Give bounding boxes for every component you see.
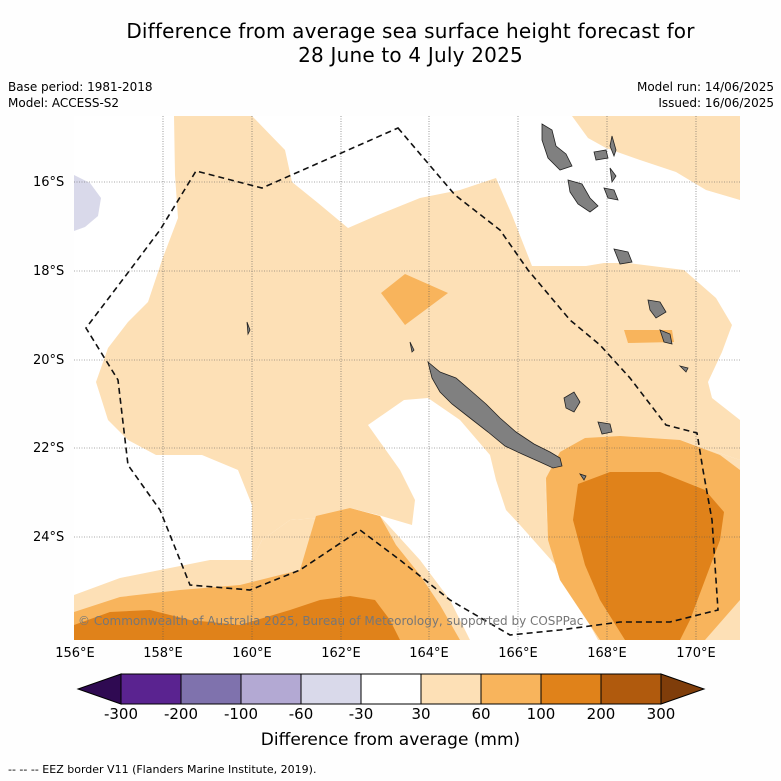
eez-footnote: -- -- -- EEZ border V11 (Flanders Marine… (8, 763, 317, 776)
anomaly-region-100-200-east (573, 472, 724, 640)
chesterfield-islet (246, 321, 251, 336)
colorbar-tick-2: -200 (163, 705, 199, 723)
colorbar-tick-4: -60 (288, 705, 314, 723)
colorbar-segment (420, 673, 482, 705)
lon-label-164e: 164°E (409, 646, 449, 661)
issued-text: Issued: 16/06/2025 (658, 96, 774, 110)
vanuatu-efate (613, 248, 633, 265)
anomaly-region-60-100-a (381, 274, 448, 325)
eez-boundary (85, 127, 719, 636)
lat-label-18s: 18°S (33, 264, 65, 279)
colorbar-tick-10: 300 (646, 705, 676, 723)
lat-label-16s: 16°S (33, 175, 65, 190)
lat-label-22s: 22°S (33, 441, 65, 456)
vanuatu-ambrym (609, 167, 617, 184)
vanuatu-malakula (567, 179, 599, 213)
colorbar-tick-3: -100 (223, 705, 259, 723)
map-svg (74, 116, 740, 640)
colorbar-tick-5: -30 (348, 705, 374, 723)
lon-label-160e: 160°E (232, 646, 272, 661)
copyright-notice: © Commonwealth of Australia 2025, Bureau… (78, 614, 584, 628)
lat-label-20s: 20°S (33, 353, 65, 368)
colorbar-tick-6: 30 (411, 705, 431, 723)
colorbar-segment (360, 673, 422, 705)
meta-right: Model run: 14/06/2025 Issued: 16/06/2025 (637, 79, 774, 111)
vanuatu-tanna (659, 329, 673, 345)
vanuatu-maewo (609, 135, 617, 158)
colorbar (76, 673, 706, 709)
vanuatu-erromango (647, 299, 667, 319)
colorbar-svg (76, 673, 706, 705)
colorbar-tick-1: -300 (103, 705, 139, 723)
colorbar-segment (480, 673, 542, 705)
colorbar-over-arrow (660, 673, 706, 705)
base-period-text: Base period: 1981-2018 (8, 80, 153, 94)
colorbar-segment (240, 673, 302, 705)
lat-label-24s: 24°S (33, 530, 65, 545)
vanuatu-small-islands-a (603, 187, 619, 201)
loyalty-island-mare (597, 421, 613, 435)
colorbar-tick-9: 200 (586, 705, 616, 723)
landmasses (246, 123, 689, 481)
lon-label-170e: 170°E (676, 646, 716, 661)
colorbar-tick-8: 100 (526, 705, 556, 723)
lon-label-162e: 162°E (321, 646, 361, 661)
colorbar-segment (600, 673, 662, 705)
vanuatu-small-islands-b (593, 149, 609, 161)
loyalty-island-lifou (563, 391, 581, 413)
model-run-text: Model run: 14/06/2025 (636, 80, 774, 94)
title-line-1: Difference from average sea surface heig… (126, 19, 695, 43)
colorbar-segment (180, 673, 242, 705)
colorbar-under-arrow (76, 673, 122, 705)
lon-label-156e: 156°E (55, 646, 95, 661)
colorbar-segment (120, 673, 182, 705)
title-line-2: 28 June to 4 July 2025 (298, 43, 523, 67)
anomaly-region-30-60 (96, 116, 740, 640)
map-title: Difference from average sea surface heig… (0, 19, 781, 67)
colorbar-segment (540, 673, 602, 705)
anomaly-region-100-200-south (74, 596, 400, 640)
lon-label-166e: 166°E (498, 646, 538, 661)
graticule (74, 116, 740, 640)
vanuatu-espiritu-santo (541, 123, 573, 171)
colorbar-tick-7: 60 (471, 705, 491, 723)
anomaly-region-30-60-top-right (572, 116, 740, 200)
new-caledonia-island (427, 360, 563, 469)
lon-label-168e: 168°E (587, 646, 627, 661)
colorbar-segment (300, 673, 362, 705)
lon-label-158e: 158°E (143, 646, 183, 661)
colorbar-label: Difference from average (mm) (260, 730, 521, 750)
matthew-island (678, 365, 689, 373)
model-text: Model: ACCESS-S2 (8, 96, 120, 110)
map-panel (74, 116, 740, 640)
meta-left: Base period: 1981-2018 Model: ACCESS-S2 (8, 79, 153, 111)
belep-islet (409, 341, 415, 353)
anomaly-region-minus-60-30 (74, 175, 101, 231)
isle-of-pines (579, 473, 587, 481)
